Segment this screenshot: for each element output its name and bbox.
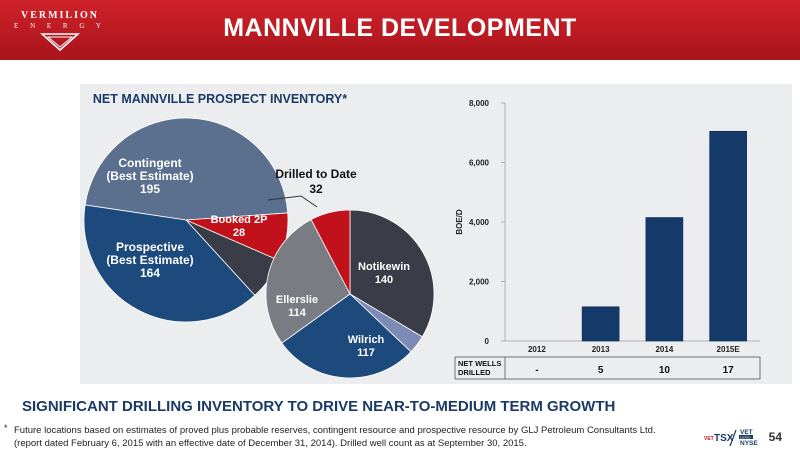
tagline: SIGNIFICANT DRILLING INVENTORY TO DRIVE … bbox=[22, 398, 616, 415]
exchange-vet-small: VET bbox=[704, 436, 714, 442]
footnote-line2: (report dated February 6, 2015 with an e… bbox=[14, 438, 527, 449]
wells-drilled-value: 10 bbox=[659, 365, 671, 376]
pie-label-ellerslie: Ellerslie 114 bbox=[276, 294, 318, 319]
x-tick-label: 2012 bbox=[528, 345, 546, 354]
x-tick-label: 2014 bbox=[655, 345, 673, 354]
inventory-pie: Contingent (Best Estimate) 195 Booked 2P 28 P… bbox=[83, 117, 289, 323]
pie-label-prospective-best-estimate: Prospective (Best Estimate) 164 bbox=[106, 240, 193, 280]
x-tick-label: 2015E bbox=[717, 345, 741, 354]
bar-2013 bbox=[581, 306, 620, 342]
drilled-to-date-callout: Drilled to Date 32 bbox=[275, 167, 357, 196]
page-number: 54 bbox=[768, 430, 782, 444]
pie-slice-notikewin bbox=[349, 209, 435, 338]
pie-slice-unlabelled bbox=[310, 209, 351, 295]
y-tick-label: 0 bbox=[485, 337, 490, 346]
exchange-tsx: TSX bbox=[714, 433, 734, 444]
pie-label-booked-2p: Booked 2P 28 bbox=[211, 214, 268, 239]
pie-label-notikewin: Notikewin 140 bbox=[358, 261, 410, 286]
bar-2014 bbox=[645, 217, 684, 342]
page-title: MANNVILLE DEVELOPMENT bbox=[223, 14, 577, 42]
pie-slice-ellerslie bbox=[265, 218, 351, 344]
y-axis-title: BOE/D bbox=[455, 209, 464, 235]
exchange-vet-box: VET bbox=[740, 429, 753, 436]
y-tick-label: 2,000 bbox=[469, 278, 490, 287]
footnote-star: * bbox=[4, 423, 8, 433]
x-tick-label: 2013 bbox=[592, 345, 610, 354]
wells-drilled-value: - bbox=[535, 365, 538, 376]
footnote-line1: Future locations based on estimates of p… bbox=[14, 425, 656, 436]
exchange-listing-logo: VET TSX VET LISTED NYSE bbox=[704, 429, 758, 447]
inventory-title: NET MANNVILLE PROSPECT INVENTORY* bbox=[93, 92, 347, 106]
pie-slice-contingent-best-estimate bbox=[84, 117, 289, 221]
wells-drilled-value: 17 bbox=[723, 365, 735, 376]
bar-2015e bbox=[709, 130, 747, 342]
wells-drilled-table bbox=[454, 356, 761, 380]
logo-subtitle: E N E R G Y bbox=[14, 22, 106, 30]
drilled-pie: Notikewin140Falher 15Wilrich117Ellerslie… bbox=[265, 167, 435, 379]
logo-wordmark: VERMILION bbox=[20, 10, 99, 21]
wells-drilled-value: 5 bbox=[598, 365, 604, 376]
footnote: * Future locations based on estimates of… bbox=[4, 423, 656, 450]
wells-drilled-row-label: NET WELLS DRILLED bbox=[458, 359, 501, 377]
exchange-listed: LISTED bbox=[740, 435, 751, 439]
pie-label-contingent-best-estimate: Contingent (Best Estimate) 195 bbox=[106, 156, 193, 196]
pie-slice-prospective-best-estimate bbox=[83, 204, 256, 323]
pie-slice-wilrich bbox=[281, 293, 412, 379]
production-bar-chart: 0 2,000 4,000 6,000 8,000 BOE/D 2012 - 2013 5 2014… bbox=[454, 99, 761, 380]
pie-label-wilrich: Wilrich 117 bbox=[348, 334, 385, 359]
logo-chevron-icon bbox=[40, 33, 80, 52]
y-tick-label: 6,000 bbox=[469, 159, 490, 168]
header-bar: VERMILION E N E R G Y MANNVILLE DEVELOPM… bbox=[0, 0, 800, 60]
vermilion-logo: VERMILION E N E R G Y bbox=[14, 6, 106, 54]
y-tick-label: 8,000 bbox=[469, 99, 490, 108]
callout-leader-line bbox=[267, 195, 318, 208]
exchange-nyse: NYSE bbox=[740, 440, 758, 447]
y-tick-label: 4,000 bbox=[469, 218, 490, 227]
